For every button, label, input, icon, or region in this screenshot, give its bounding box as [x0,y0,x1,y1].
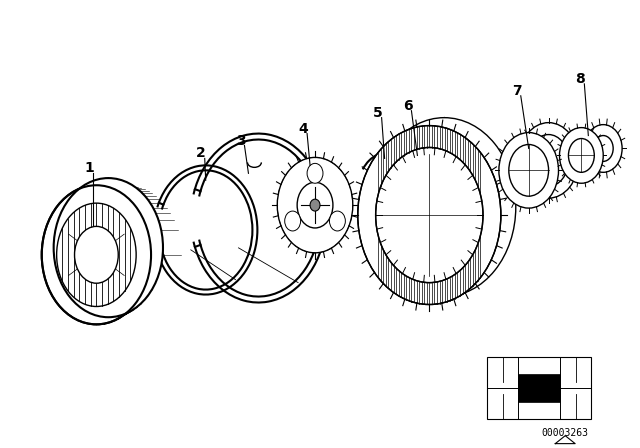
Ellipse shape [509,145,548,196]
Bar [487,357,591,419]
Ellipse shape [372,118,516,297]
Text: 5: 5 [372,106,383,120]
Ellipse shape [593,136,613,161]
Text: 6: 6 [403,99,412,113]
Ellipse shape [57,203,136,306]
Ellipse shape [307,164,323,183]
Ellipse shape [42,185,151,324]
Text: 8: 8 [575,72,585,86]
Ellipse shape [285,211,301,231]
Ellipse shape [499,133,559,208]
Text: 2: 2 [196,146,205,160]
Ellipse shape [584,125,622,172]
Ellipse shape [330,211,346,231]
Ellipse shape [568,138,595,172]
Ellipse shape [358,125,501,305]
Text: 7: 7 [512,84,522,98]
Text: 3: 3 [236,134,245,147]
Ellipse shape [559,128,604,183]
Text: 1: 1 [84,161,94,175]
Ellipse shape [529,134,568,186]
Bar [518,375,560,401]
Text: 00003263: 00003263 [541,428,589,438]
Ellipse shape [519,123,579,198]
Ellipse shape [54,178,163,317]
Ellipse shape [297,182,333,228]
Ellipse shape [310,199,320,211]
Ellipse shape [376,147,483,283]
Ellipse shape [74,226,118,283]
Ellipse shape [277,157,353,253]
Text: 4: 4 [298,121,308,136]
